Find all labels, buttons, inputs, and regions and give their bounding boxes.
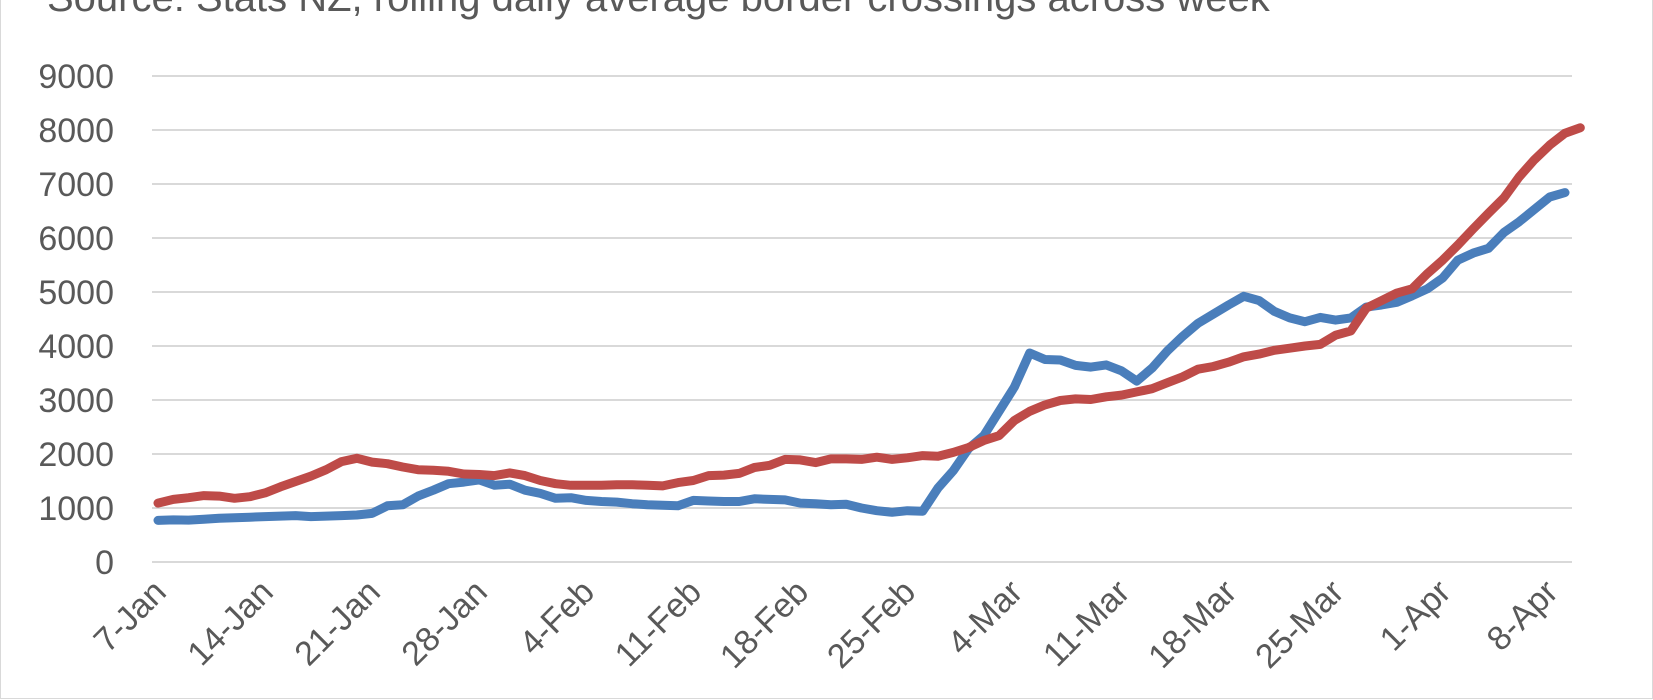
x-tick-label: 8-Apr	[1480, 573, 1566, 659]
y-tick-label: 7000	[38, 166, 114, 204]
y-tick-label: 4000	[38, 328, 114, 366]
x-tick-label: 14-Jan	[180, 573, 280, 673]
x-tick-label: 21-Jan	[287, 573, 387, 673]
y-tick-label: 8000	[38, 112, 114, 150]
x-tick-label: 28-Jan	[394, 573, 494, 673]
chart-subtitle: Source: Stats NZ, rolling daily average …	[47, 0, 1270, 21]
x-tick-label: 25-Feb	[820, 573, 923, 676]
x-tick-label: 4-Mar	[940, 573, 1030, 663]
series-lines	[153, 123, 1585, 525]
y-axis-ticks: 0 1000 2000 3000 4000 5000 6000 7000 8000 9000	[38, 58, 114, 582]
y-tick-label: 6000	[38, 220, 114, 258]
x-tick-label: 18-Mar	[1141, 573, 1244, 676]
series-line-2	[153, 123, 1585, 508]
y-tick-label: 9000	[38, 58, 114, 96]
y-tick-label: 2000	[38, 436, 114, 474]
gridlines	[152, 75, 1572, 563]
y-tick-label: 3000	[38, 382, 114, 420]
x-tick-label: 18-Feb	[713, 573, 816, 676]
x-tick-label: 1-Apr	[1373, 573, 1459, 659]
x-tick-label: 11-Feb	[608, 573, 709, 674]
y-tick-label: 0	[95, 544, 114, 582]
y-tick-label: 1000	[38, 490, 114, 528]
series-line-1	[153, 188, 1570, 525]
x-tick-label: 11-Mar	[1036, 573, 1137, 674]
y-tick-label: 5000	[38, 274, 114, 312]
x-tick-label: 25-Mar	[1248, 573, 1351, 676]
x-tick-label: 7-Jan	[87, 573, 174, 660]
x-tick-label: 4-Feb	[512, 573, 602, 663]
x-axis-ticks: 7-Jan 14-Jan 21-Jan 28-Jan 4-Feb 11-Feb 18-Feb…	[87, 573, 1566, 676]
